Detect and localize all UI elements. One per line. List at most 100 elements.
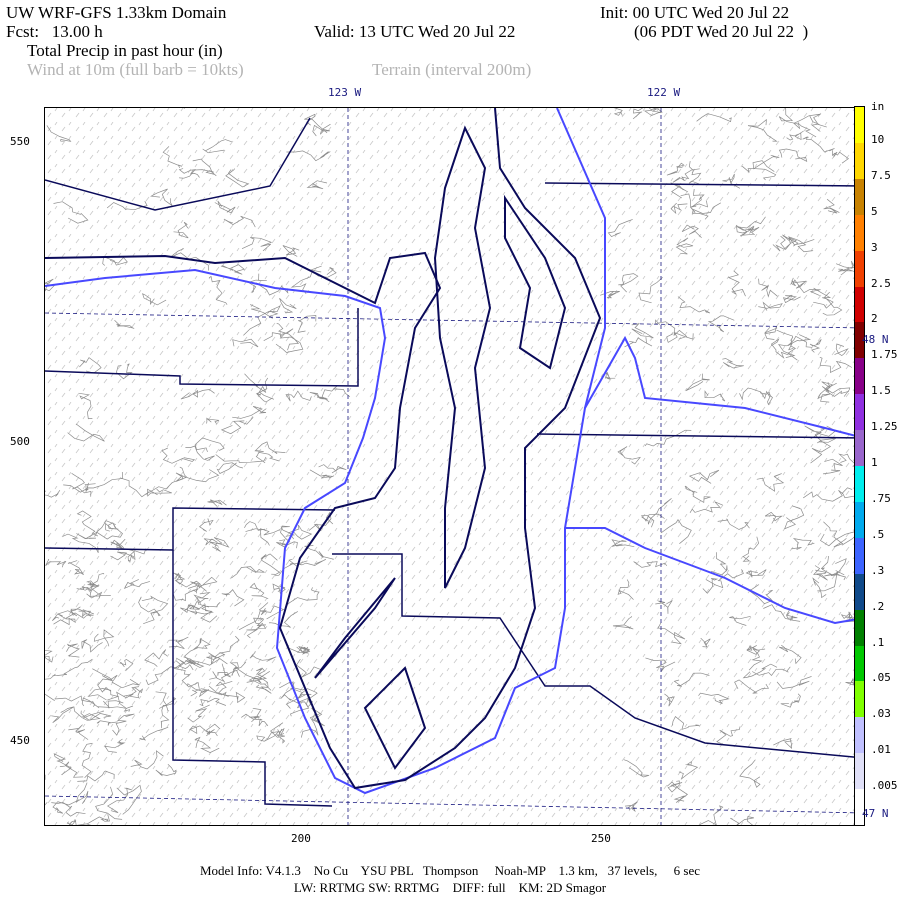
terrain-contour xyxy=(681,224,702,238)
terrain-contour xyxy=(286,150,331,162)
terrain-contour xyxy=(752,666,791,677)
terrain-contour xyxy=(53,201,89,224)
terrain-contour xyxy=(94,523,123,540)
terrain-contour xyxy=(645,657,676,672)
terrain-contour xyxy=(290,698,312,717)
terrain-contour xyxy=(203,538,221,552)
colorbar-bin xyxy=(855,573,864,611)
terrain-contour xyxy=(180,389,215,400)
terrain-contour xyxy=(689,501,723,513)
local-time: (06 PDT Wed 20 Jul 22 ) xyxy=(634,22,809,41)
terrain-contour xyxy=(263,328,294,342)
terrain-contour xyxy=(691,188,705,208)
terrain-contour xyxy=(631,323,654,339)
terrain-contour xyxy=(155,691,177,709)
terrain-contour xyxy=(155,764,177,777)
terrain-contour xyxy=(206,723,221,737)
terrain-contour xyxy=(59,761,84,778)
physics-info: LW: RRTMG SW: RRTMG DIFF: full KM: 2D Sm… xyxy=(293,880,607,895)
terrain-contour xyxy=(123,579,150,590)
terrain-contour xyxy=(778,334,812,358)
terrain-contour xyxy=(232,405,267,419)
terrain-contour xyxy=(747,118,778,142)
terrain-contour xyxy=(737,216,766,231)
terrain-contour xyxy=(190,688,227,697)
map-canvas xyxy=(9,97,875,843)
colorbar-label: 2.5 xyxy=(871,276,891,290)
terrain-contour xyxy=(63,471,123,493)
terrain-contour xyxy=(101,674,140,689)
colorbar-label: 2 xyxy=(871,312,878,326)
terrain-contour xyxy=(243,305,281,336)
terrain-contour xyxy=(139,726,169,741)
forecast-hour: Fcst: 13.00 h xyxy=(6,22,103,41)
terrain-overlay-label: Terrain (interval 200m) xyxy=(372,60,532,79)
terrain-contour xyxy=(705,569,744,589)
init-time: Init: 00 UTC Wed 20 Jul 22 xyxy=(600,3,790,22)
terrain-contour xyxy=(79,357,102,374)
terrain-contour xyxy=(179,466,220,483)
terrain-contour xyxy=(231,566,265,579)
terrain-contour xyxy=(691,202,721,220)
terrain-contour xyxy=(70,608,92,617)
terrain-contour xyxy=(75,782,89,804)
terrain-contour xyxy=(187,683,210,698)
colorbar-bin xyxy=(855,466,864,503)
lat-label-47n: 47 N xyxy=(862,807,889,820)
colorbar-bin xyxy=(855,681,864,718)
terrain-contour xyxy=(812,577,827,599)
terrain-contour xyxy=(729,615,751,626)
terrain-contour xyxy=(54,695,96,707)
terrain-contour xyxy=(780,693,801,708)
terrain-contour xyxy=(820,531,857,547)
terrain-contour xyxy=(102,256,128,266)
terrain-contour xyxy=(834,343,849,357)
terrain-contour xyxy=(270,722,286,744)
terrain-contour xyxy=(192,158,217,177)
terrain-contour xyxy=(793,115,817,138)
terrain-contour xyxy=(206,417,220,424)
terrain-contour xyxy=(122,687,144,699)
terrain-contour xyxy=(644,429,692,447)
terrain-contour xyxy=(255,671,272,694)
colorbar-label: .005 xyxy=(871,779,898,793)
terrain-contour xyxy=(667,780,683,793)
terrain-contour xyxy=(138,596,161,617)
terrain-contour xyxy=(810,440,832,464)
terrain-contour xyxy=(702,577,719,594)
terrain-contour xyxy=(773,738,793,749)
terrain-contour xyxy=(802,136,835,153)
terrain-contour xyxy=(82,710,112,721)
terrain-contour xyxy=(655,599,673,614)
terrain-contour xyxy=(299,688,318,708)
terrain-contour xyxy=(71,473,92,497)
terrain-contour xyxy=(275,333,304,353)
terrain-contour xyxy=(641,498,672,525)
colorbar-label: 1.25 xyxy=(871,420,898,434)
colorbar-label: 7.5 xyxy=(871,168,891,182)
terrain-contour xyxy=(209,669,240,683)
field-title: Total Precip in past hour (in) xyxy=(27,41,223,60)
terrain-contour xyxy=(272,583,286,594)
terrain-contour xyxy=(67,560,84,575)
terrain-contour xyxy=(45,558,67,568)
terrain-contour xyxy=(188,725,218,737)
terrain-contour xyxy=(254,441,286,454)
terrain-contour xyxy=(150,188,173,206)
terrain-contour xyxy=(110,551,135,561)
terrain-contour xyxy=(758,278,778,298)
terrain-contour xyxy=(741,165,777,181)
terrain-contour xyxy=(300,713,321,738)
terrain-contour xyxy=(758,301,783,311)
terrain-contour xyxy=(820,555,840,577)
terrain-contour xyxy=(696,113,732,123)
colorbar-bin xyxy=(855,286,864,323)
terrain-contour xyxy=(277,727,285,736)
colorbar-label: .5 xyxy=(871,527,885,541)
colorbar-label: .03 xyxy=(871,707,891,721)
terrain-contour xyxy=(276,323,300,351)
colorbar-bin xyxy=(855,178,864,216)
colorbar-bin xyxy=(855,142,864,180)
terrain-contour xyxy=(86,814,110,825)
terrain-contour xyxy=(739,759,761,788)
